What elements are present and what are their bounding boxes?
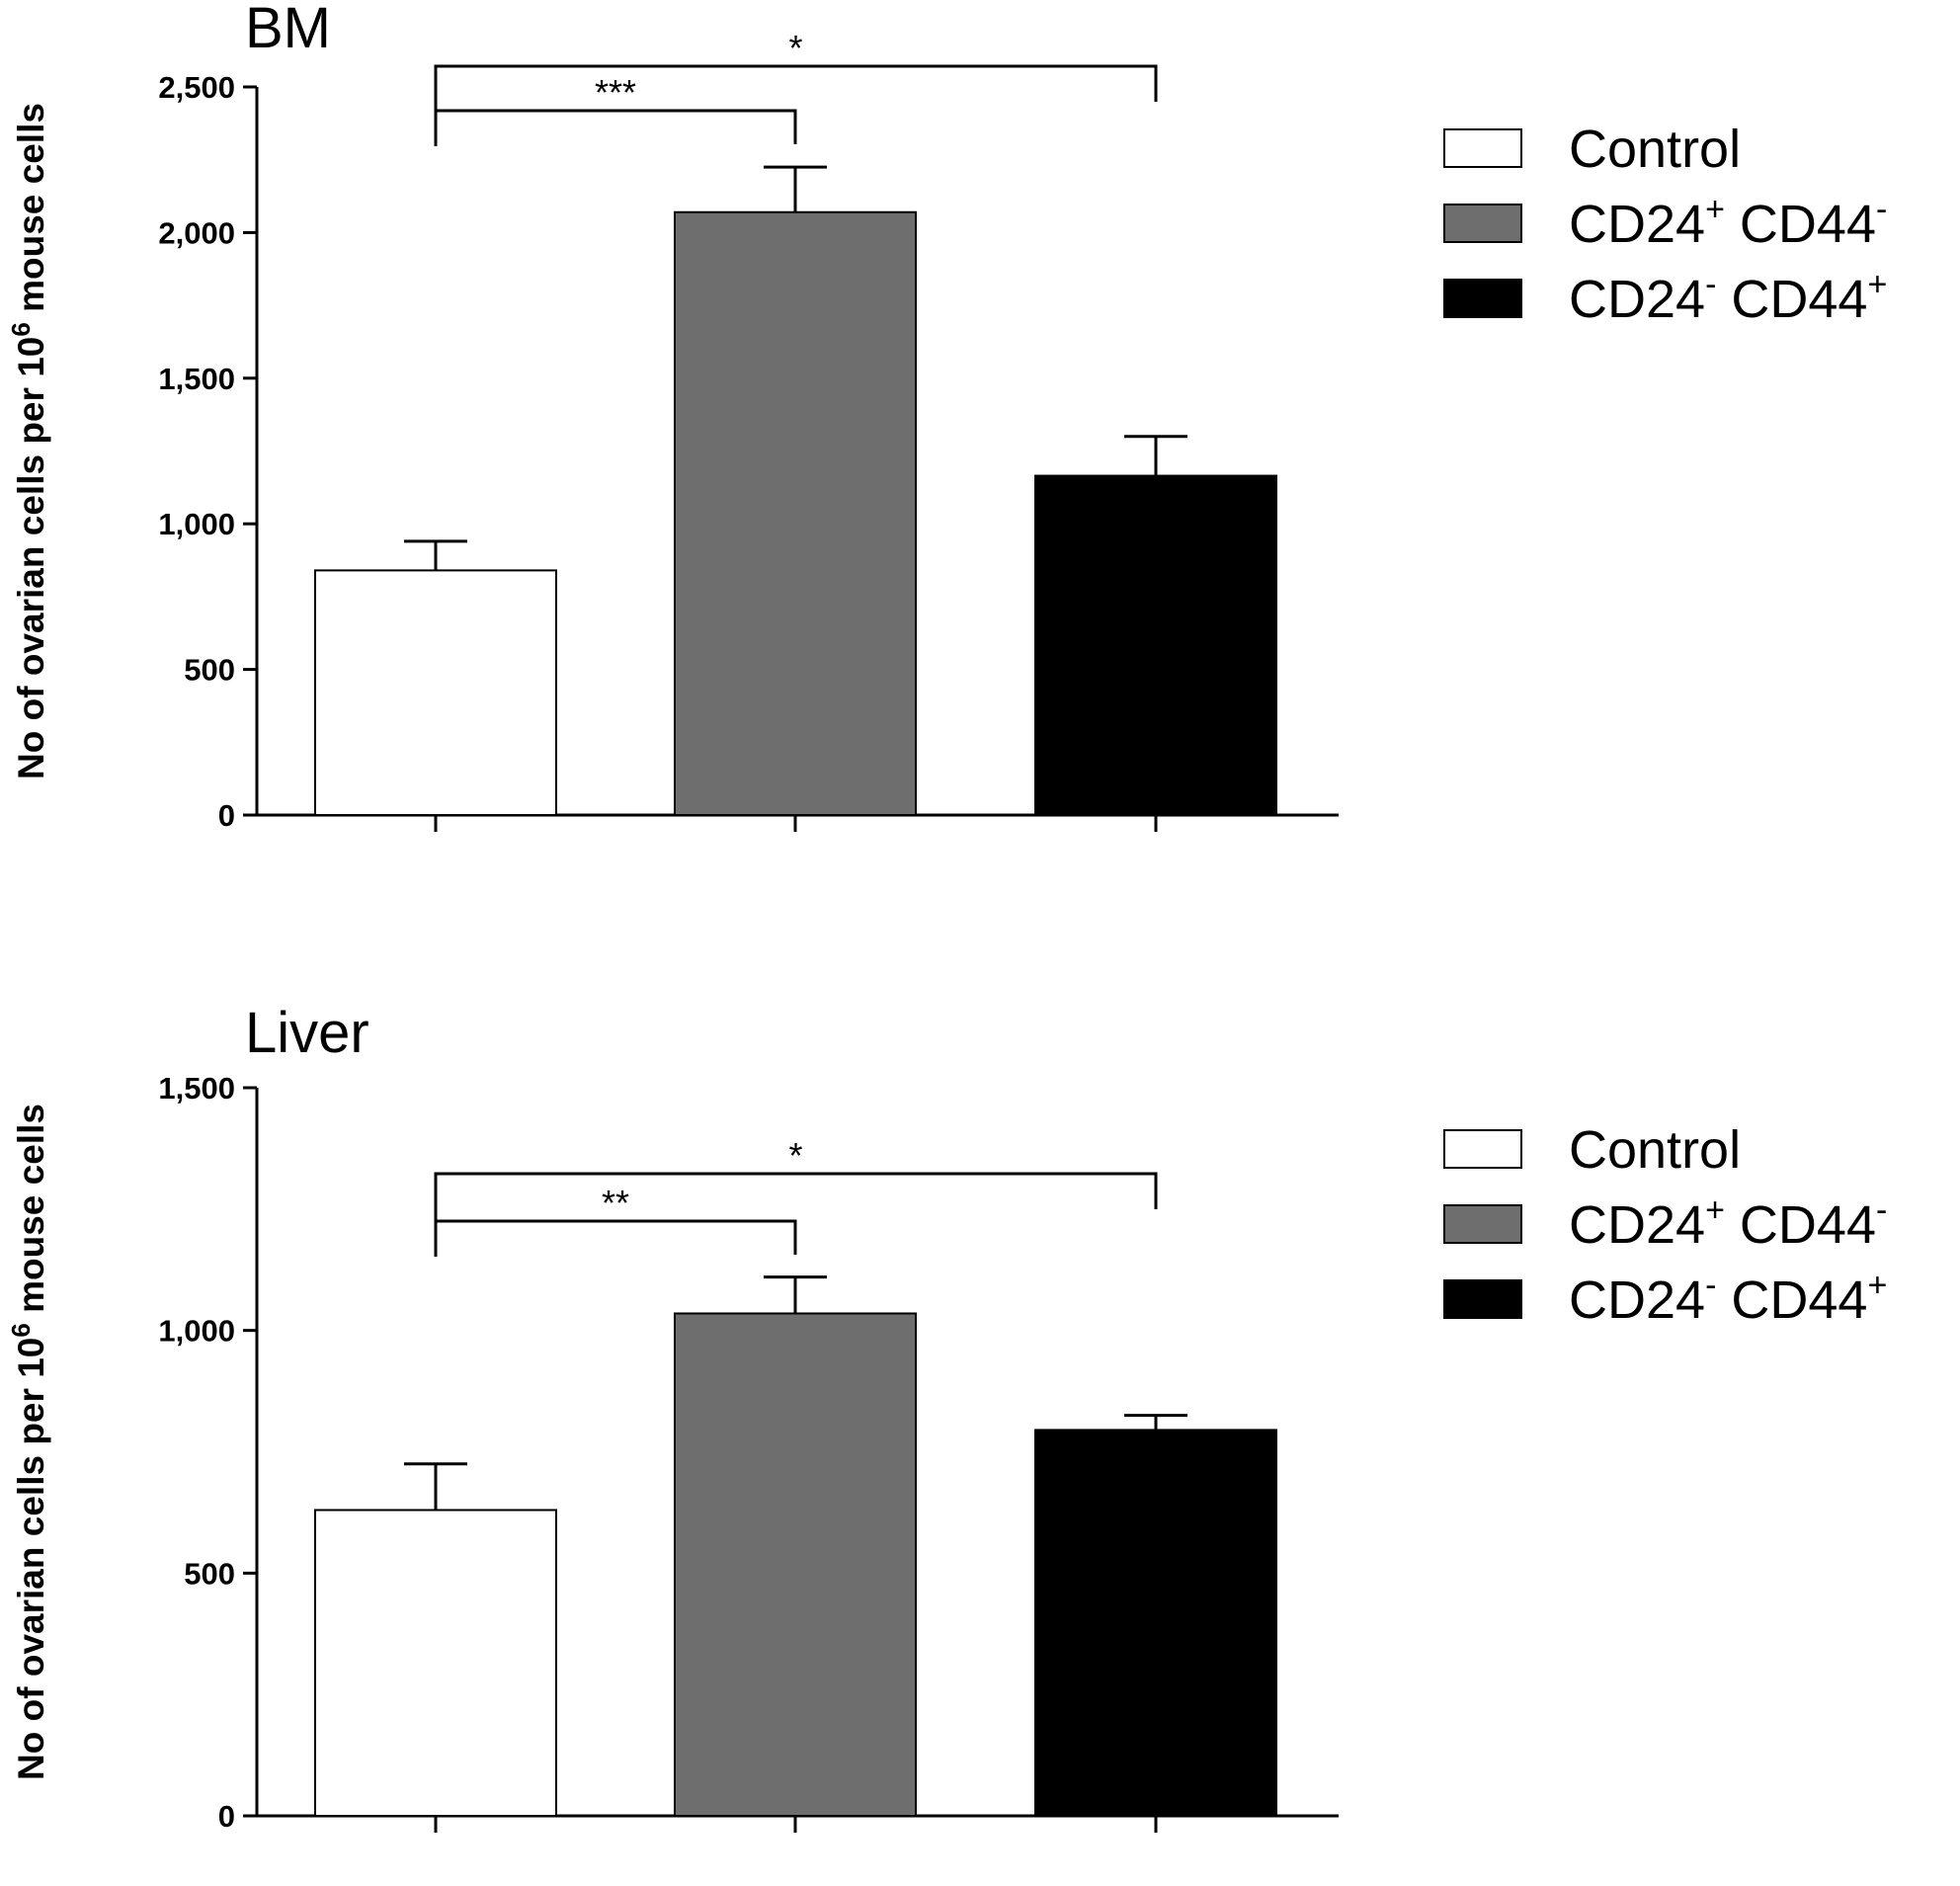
legend-label-1: Control <box>1569 1120 1741 1180</box>
y-tick-label: 1,500 <box>158 362 235 396</box>
bar-1 <box>314 1509 557 1817</box>
chart-title: Liver <box>245 1001 369 1065</box>
significance-bracket <box>434 109 797 146</box>
legend-swatch-1 <box>1443 1129 1522 1169</box>
legend-swatch-2 <box>1443 204 1522 243</box>
significance-bracket <box>434 1172 1158 1253</box>
legend-label-3: CD24- CD44+ <box>1569 1267 1887 1330</box>
y-tick-label: 0 <box>218 1799 235 1834</box>
y-tick-label: 1,000 <box>158 1314 235 1349</box>
significance-bracket <box>434 1219 797 1257</box>
y-tick-label: 0 <box>218 798 235 833</box>
y-axis-label: No of ovarian cells per 106 mouse cells <box>6 1104 51 1780</box>
y-tick-label: 1,500 <box>158 1071 235 1106</box>
legend-swatch-1 <box>1443 128 1522 168</box>
significance-label: ** <box>602 1183 629 1223</box>
bar-3 <box>1034 1429 1277 1817</box>
y-tick-label: 500 <box>184 653 235 688</box>
significance-label: *** <box>595 72 636 113</box>
legend-label-3: CD24- CD44+ <box>1569 266 1887 329</box>
y-tick-label: 500 <box>184 1556 235 1591</box>
legend-swatch-3 <box>1443 279 1522 318</box>
significance-bracket <box>434 64 1158 145</box>
y-tick-label: 2,500 <box>158 70 235 105</box>
legend-label-1: Control <box>1569 120 1741 179</box>
legend-swatch-3 <box>1443 1279 1522 1319</box>
legend-swatch-2 <box>1443 1204 1522 1244</box>
legend-label-2: CD24+ CD44- <box>1569 1191 1887 1255</box>
chart-panel-2: Liver No of ovarian cells per 106 mouse c… <box>6 1001 1887 1834</box>
significance-label: * <box>788 28 802 68</box>
bar-2 <box>674 210 917 817</box>
y-tick-label: 2,000 <box>158 215 235 250</box>
legend-label-2: CD24+ CD44- <box>1569 191 1887 254</box>
y-axis-label: No of ovarian cells per 106 mouse cells <box>6 103 51 779</box>
significance-label: * <box>788 1135 802 1176</box>
y-tick-label: 1,000 <box>158 507 235 541</box>
chart-title: BM <box>245 0 331 60</box>
bar-1 <box>314 569 557 816</box>
bar-3 <box>1034 474 1277 816</box>
bar-2 <box>674 1312 917 1817</box>
chart-panel-1: BM No of ovarian cells per 106 mouse cell… <box>6 0 1887 833</box>
